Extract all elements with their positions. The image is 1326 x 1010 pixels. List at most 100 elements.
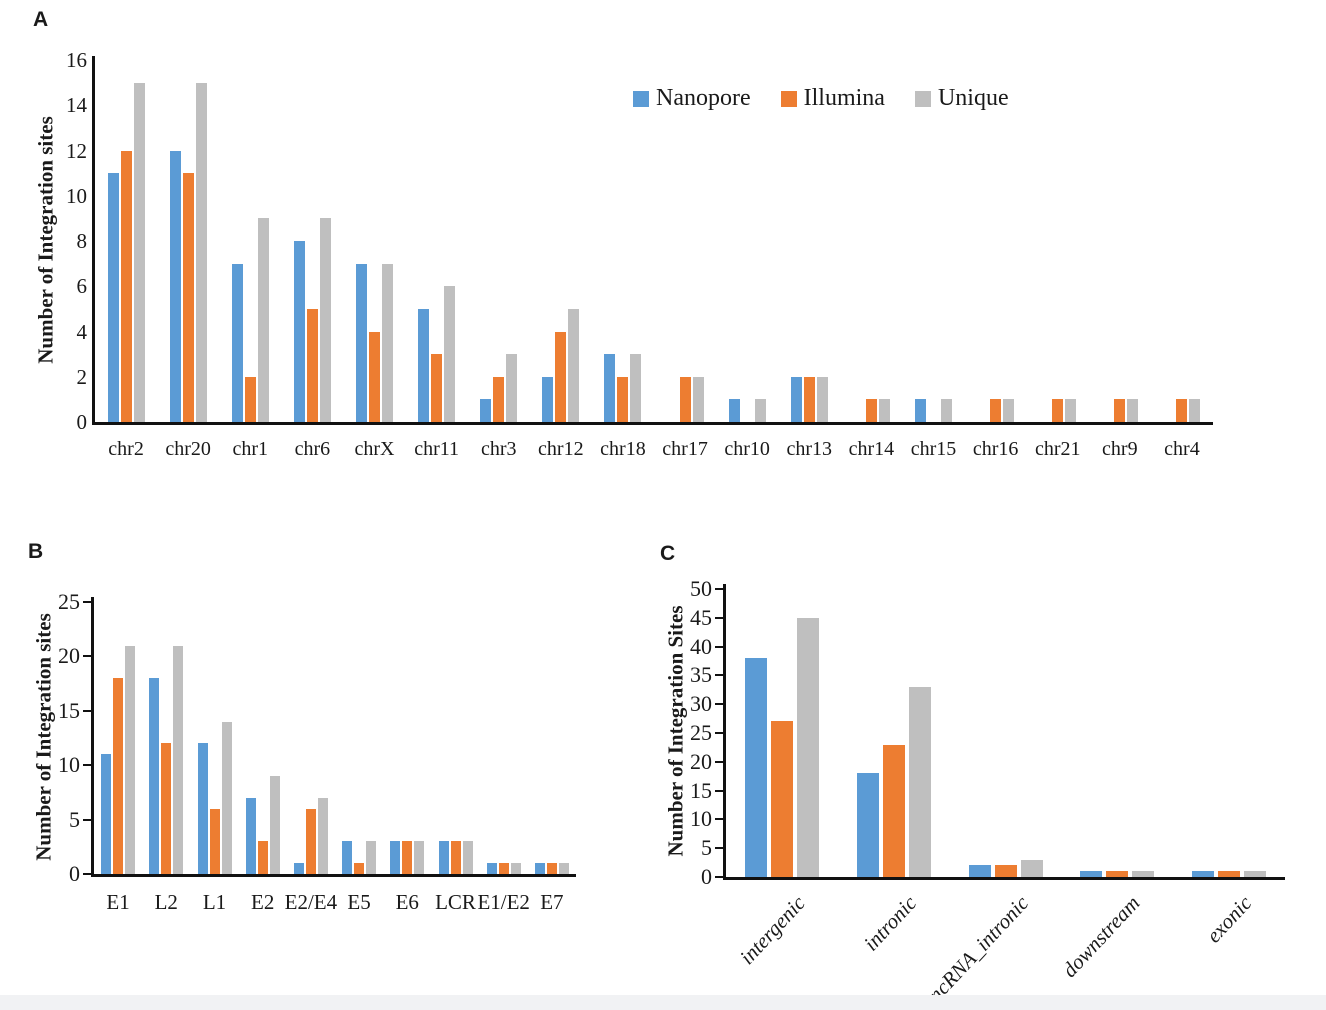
bar-unique-e1-e2 [510,863,521,874]
bar-unique-e7 [558,863,569,874]
bar-unique-chr17 [692,376,704,422]
bar-illumina-chr1 [244,376,256,422]
bar-unique-l2 [173,645,184,874]
y-axis-title-a: Number of Integration sites [33,116,58,364]
bar-unique-downstream [1132,871,1155,877]
bar-illumina-chr14 [865,399,877,422]
legend: Nanopore Illumina Unique [633,85,1009,112]
y-tick-label: 20 [58,643,80,669]
y-tick-label: 25 [690,720,712,745]
bar-illumina-lcr [450,841,461,874]
bar-unique-chr9 [1127,399,1139,422]
x-category-label: chr2 [108,438,144,460]
x-category-label: chr21 [1034,438,1081,460]
y-axis-line-c [723,584,726,880]
y-tick-mark [715,847,723,850]
bar-unique-chr21 [1065,399,1077,422]
bar-illumina-chr2 [120,150,132,422]
bar-nanopore-intergenic [744,658,767,877]
x-category-label: E1 [106,890,130,914]
x-category-label: exonic [1201,891,1257,948]
bar-unique-e5 [366,841,377,874]
bar-nanopore-chr12 [542,376,554,422]
bar-nanopore-intronic [856,773,879,877]
bar-nanopore-e2 [245,797,256,874]
x-axis-line-b [91,874,576,877]
x-category-label: chr6 [294,438,331,460]
bar-illumina-chr21 [1052,399,1064,422]
x-category-label: chr20 [165,438,211,460]
x-category-label: E2/E4 [284,890,338,914]
page-bottom-edge [0,995,1326,1010]
bar-unique-chr13 [816,376,828,422]
y-tick-label: 0 [69,861,80,886]
bar-nanopore-lcr [438,841,449,874]
bar-illumina-chr17 [679,376,691,422]
y-tick-label: 5 [701,835,712,861]
bar-nanopore-e6 [390,841,401,874]
bar-nanopore-e7 [534,863,545,874]
bar-nanopore-exonic [1192,871,1215,877]
y-tick-mark [715,674,723,677]
x-category-label: E6 [395,890,419,914]
y-tick-label: 45 [690,604,712,630]
x-category-label: intergenic [734,891,810,970]
x-category-label: chr12 [538,438,584,460]
panel-label-b: B [28,540,44,563]
unique-swatch-icon [914,90,931,107]
bar-unique-chr16 [1003,399,1015,422]
y-tick-mark [715,588,723,590]
bar-unique-e2 [269,776,280,874]
panel-label-c: C [660,542,676,565]
bar-illumina-downstream [1106,871,1129,877]
y-tick-label: 35 [690,662,712,688]
x-category-label: E2 [251,890,275,914]
y-tick-label: 50 [690,576,712,601]
bar-nanopore-chr3 [480,399,492,422]
bar-nanopore-chr13 [790,376,802,422]
y-tick-label: 6 [76,274,88,299]
x-category-label: chr11 [414,438,459,460]
bar-unique-l1 [221,721,232,874]
y-axis-line-a [92,56,95,425]
y-tick-label: 10 [58,752,80,778]
legend-item-nanopore: Nanopore [633,85,751,112]
y-tick-label: 30 [690,691,712,717]
x-category-label: E7 [540,890,564,914]
bar-unique-chr2 [133,82,145,422]
x-category-label: chr3 [480,438,517,460]
bar-nanopore-l2 [149,678,160,874]
bar-illumina-e1-e2 [498,863,509,874]
bar-unique-chr3 [506,354,518,422]
y-tick-label: 0 [76,410,88,434]
x-category-label: chr15 [910,438,957,460]
bar-nanopore-chr20 [169,150,181,422]
y-tick-label: 0 [701,864,712,889]
bar-illumina-chr12 [555,331,567,422]
x-axis-line-c [723,877,1285,880]
y-tick-mark [83,709,91,712]
bar-unique-chr18 [630,354,642,422]
bar-illumina-chr4 [1176,399,1188,422]
bar-unique-chr11 [444,286,456,422]
y-tick-label: 14 [66,93,87,118]
bar-illumina-ncrna-intronic [994,865,1017,877]
x-category-label: chr16 [972,438,1019,460]
bar-nanopore-chr1 [231,263,243,422]
y-tick-mark [715,789,723,792]
bar-illumina-chr20 [182,173,194,422]
y-tick-label: 2 [76,364,88,389]
panel-label-a: A [33,8,49,31]
bar-unique-chr10 [754,399,766,422]
y-tick-mark [715,876,723,878]
y-tick-mark [83,818,91,821]
y-tick-label: 8 [76,229,88,253]
y-tick-mark [715,760,723,763]
legend-label: Nanopore [656,85,751,111]
bar-unique-intergenic [796,617,819,877]
bar-unique-e1 [125,645,136,874]
x-axis-line-a [92,422,1213,425]
y-axis-line-b [91,597,94,877]
bar-nanopore-downstream [1080,871,1103,877]
